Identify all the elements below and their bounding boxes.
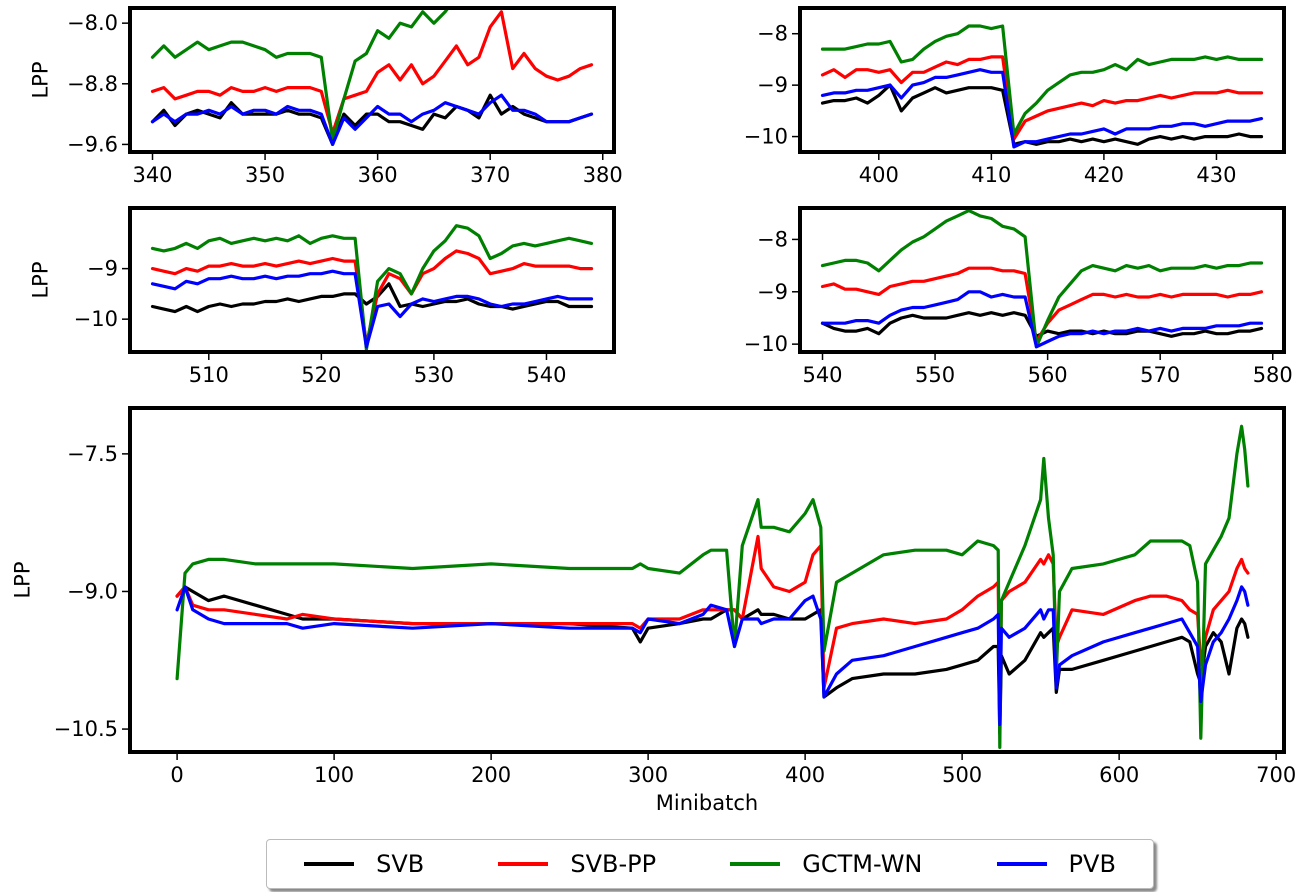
y-tick-label: −10.5	[54, 717, 118, 741]
x-tick-label: 400	[859, 163, 899, 187]
x-tick-label: 560	[1028, 363, 1068, 387]
legend-swatch-gctm-wn	[730, 862, 781, 866]
series-line-gctm-wn	[150, 8, 481, 143]
legend-item-svb-pp: SVB-PP	[498, 850, 656, 878]
chart-panel-2: 510 520 530 540 −9 −10 LPP	[28, 206, 616, 387]
x-tick-label: 380	[583, 163, 623, 187]
series-group	[150, 224, 594, 352]
legend-label-svb: SVB	[376, 850, 425, 878]
x-tick-label: 410	[971, 163, 1011, 187]
legend-label-pvb: PVB	[1068, 850, 1116, 878]
plot-frame	[128, 206, 616, 354]
y-tick-label: −10	[744, 332, 788, 356]
x-tick-label: 350	[245, 163, 285, 187]
x-tick-label: 370	[470, 163, 510, 187]
x-tick-label: 530	[414, 363, 454, 387]
series-group	[150, 8, 594, 146]
plot-frame	[798, 6, 1286, 154]
series-line-pvb	[175, 585, 1250, 727]
y-tick-label: −9.0	[67, 579, 118, 603]
x-tick-label: 430	[1196, 163, 1236, 187]
x-tick-label: 540	[526, 363, 566, 387]
chart-panel-4: 0 100 200 300 400 500 600 700 −7.5 −9.0 −10.5 LPP Mi…	[10, 406, 1296, 815]
series-group	[820, 209, 1264, 349]
chart-panel-0: 340 350 360 370 380 −8.0 −8.8 −9.6 LPP	[28, 6, 623, 187]
series-line-svb	[150, 93, 594, 146]
legend-label-gctm-wn: GCTM-WN	[802, 850, 923, 878]
x-tick-label: 200	[471, 763, 511, 787]
x-tick-label: 600	[1099, 763, 1139, 787]
y-tick-label: −8.8	[67, 72, 118, 96]
series-line-svb	[150, 282, 594, 314]
x-tick-label: 0	[170, 763, 183, 787]
y-tick-label: −9.6	[67, 132, 118, 156]
x-tick-label: 510	[189, 363, 229, 387]
series-line-pvb	[820, 68, 1264, 149]
x-tick-label: 570	[1140, 363, 1180, 387]
chart-panel-3: 540 550 560 570 580 −8 −9 −10	[744, 206, 1293, 387]
x-tick-label: 550	[915, 363, 955, 387]
y-tick-label: −9	[87, 257, 118, 281]
plot-frame	[128, 406, 1286, 754]
y-tick-label: −8	[757, 227, 788, 251]
y-tick-label: −7.5	[67, 442, 118, 466]
legend-item-svb: SVB	[304, 850, 424, 878]
x-tick-label: 580	[1253, 363, 1293, 387]
legend-swatch-pvb	[996, 862, 1047, 866]
x-tick-label: 340	[132, 163, 172, 187]
x-tick-label: 420	[1084, 163, 1124, 187]
series-line-svb	[820, 83, 1264, 146]
series-line-svb-pp	[175, 534, 1250, 722]
series-line-svb-pp	[150, 10, 594, 135]
x-tick-label: 300	[628, 763, 668, 787]
x-axis-label: Minibatch	[656, 791, 758, 815]
legend-swatch-svb-pp	[498, 862, 549, 866]
legend: SVB SVB-PP GCTM-WN PVB	[266, 839, 1154, 889]
x-tick-label: 520	[301, 363, 341, 387]
x-tick-label: 700	[1256, 763, 1296, 787]
y-tick-label: −10	[744, 125, 788, 149]
series-group	[175, 424, 1250, 750]
legend-label-svb-pp: SVB-PP	[570, 850, 657, 878]
x-tick-label: 540	[802, 363, 842, 387]
y-tick-label: −8	[757, 22, 788, 46]
series-line-gctm-wn	[820, 209, 1264, 349]
y-axis-label: LPP	[10, 561, 34, 598]
y-tick-label: −9	[757, 73, 788, 97]
series-line-gctm-wn	[150, 224, 594, 352]
series-line-pvb	[150, 269, 594, 349]
legend-item-pvb: PVB	[996, 850, 1116, 878]
plot-frame	[798, 206, 1286, 354]
plot-frame	[128, 6, 616, 154]
series-group	[820, 24, 1264, 149]
legend-swatch-svb	[304, 862, 355, 866]
y-tick-label: −8.0	[67, 11, 118, 35]
y-tick-label: −9	[757, 280, 788, 304]
series-line-svb-pp	[820, 55, 1264, 141]
series-line-pvb	[820, 290, 1264, 349]
chart-panel-1: 400 410 420 430 −8 −9 −10	[744, 6, 1286, 187]
y-axis-label: LPP	[28, 61, 52, 98]
x-tick-label: 500	[942, 763, 982, 787]
x-tick-label: 100	[314, 763, 354, 787]
x-tick-label: 360	[358, 163, 398, 187]
x-tick-label: 400	[785, 763, 825, 787]
series-line-pvb	[150, 93, 594, 146]
y-axis-label: LPP	[28, 261, 52, 298]
y-tick-label: −10	[74, 307, 118, 331]
series-line-gctm-wn	[820, 24, 1264, 136]
series-line-gctm-wn	[175, 424, 1250, 750]
legend-item-gctm-wn: GCTM-WN	[730, 850, 922, 878]
